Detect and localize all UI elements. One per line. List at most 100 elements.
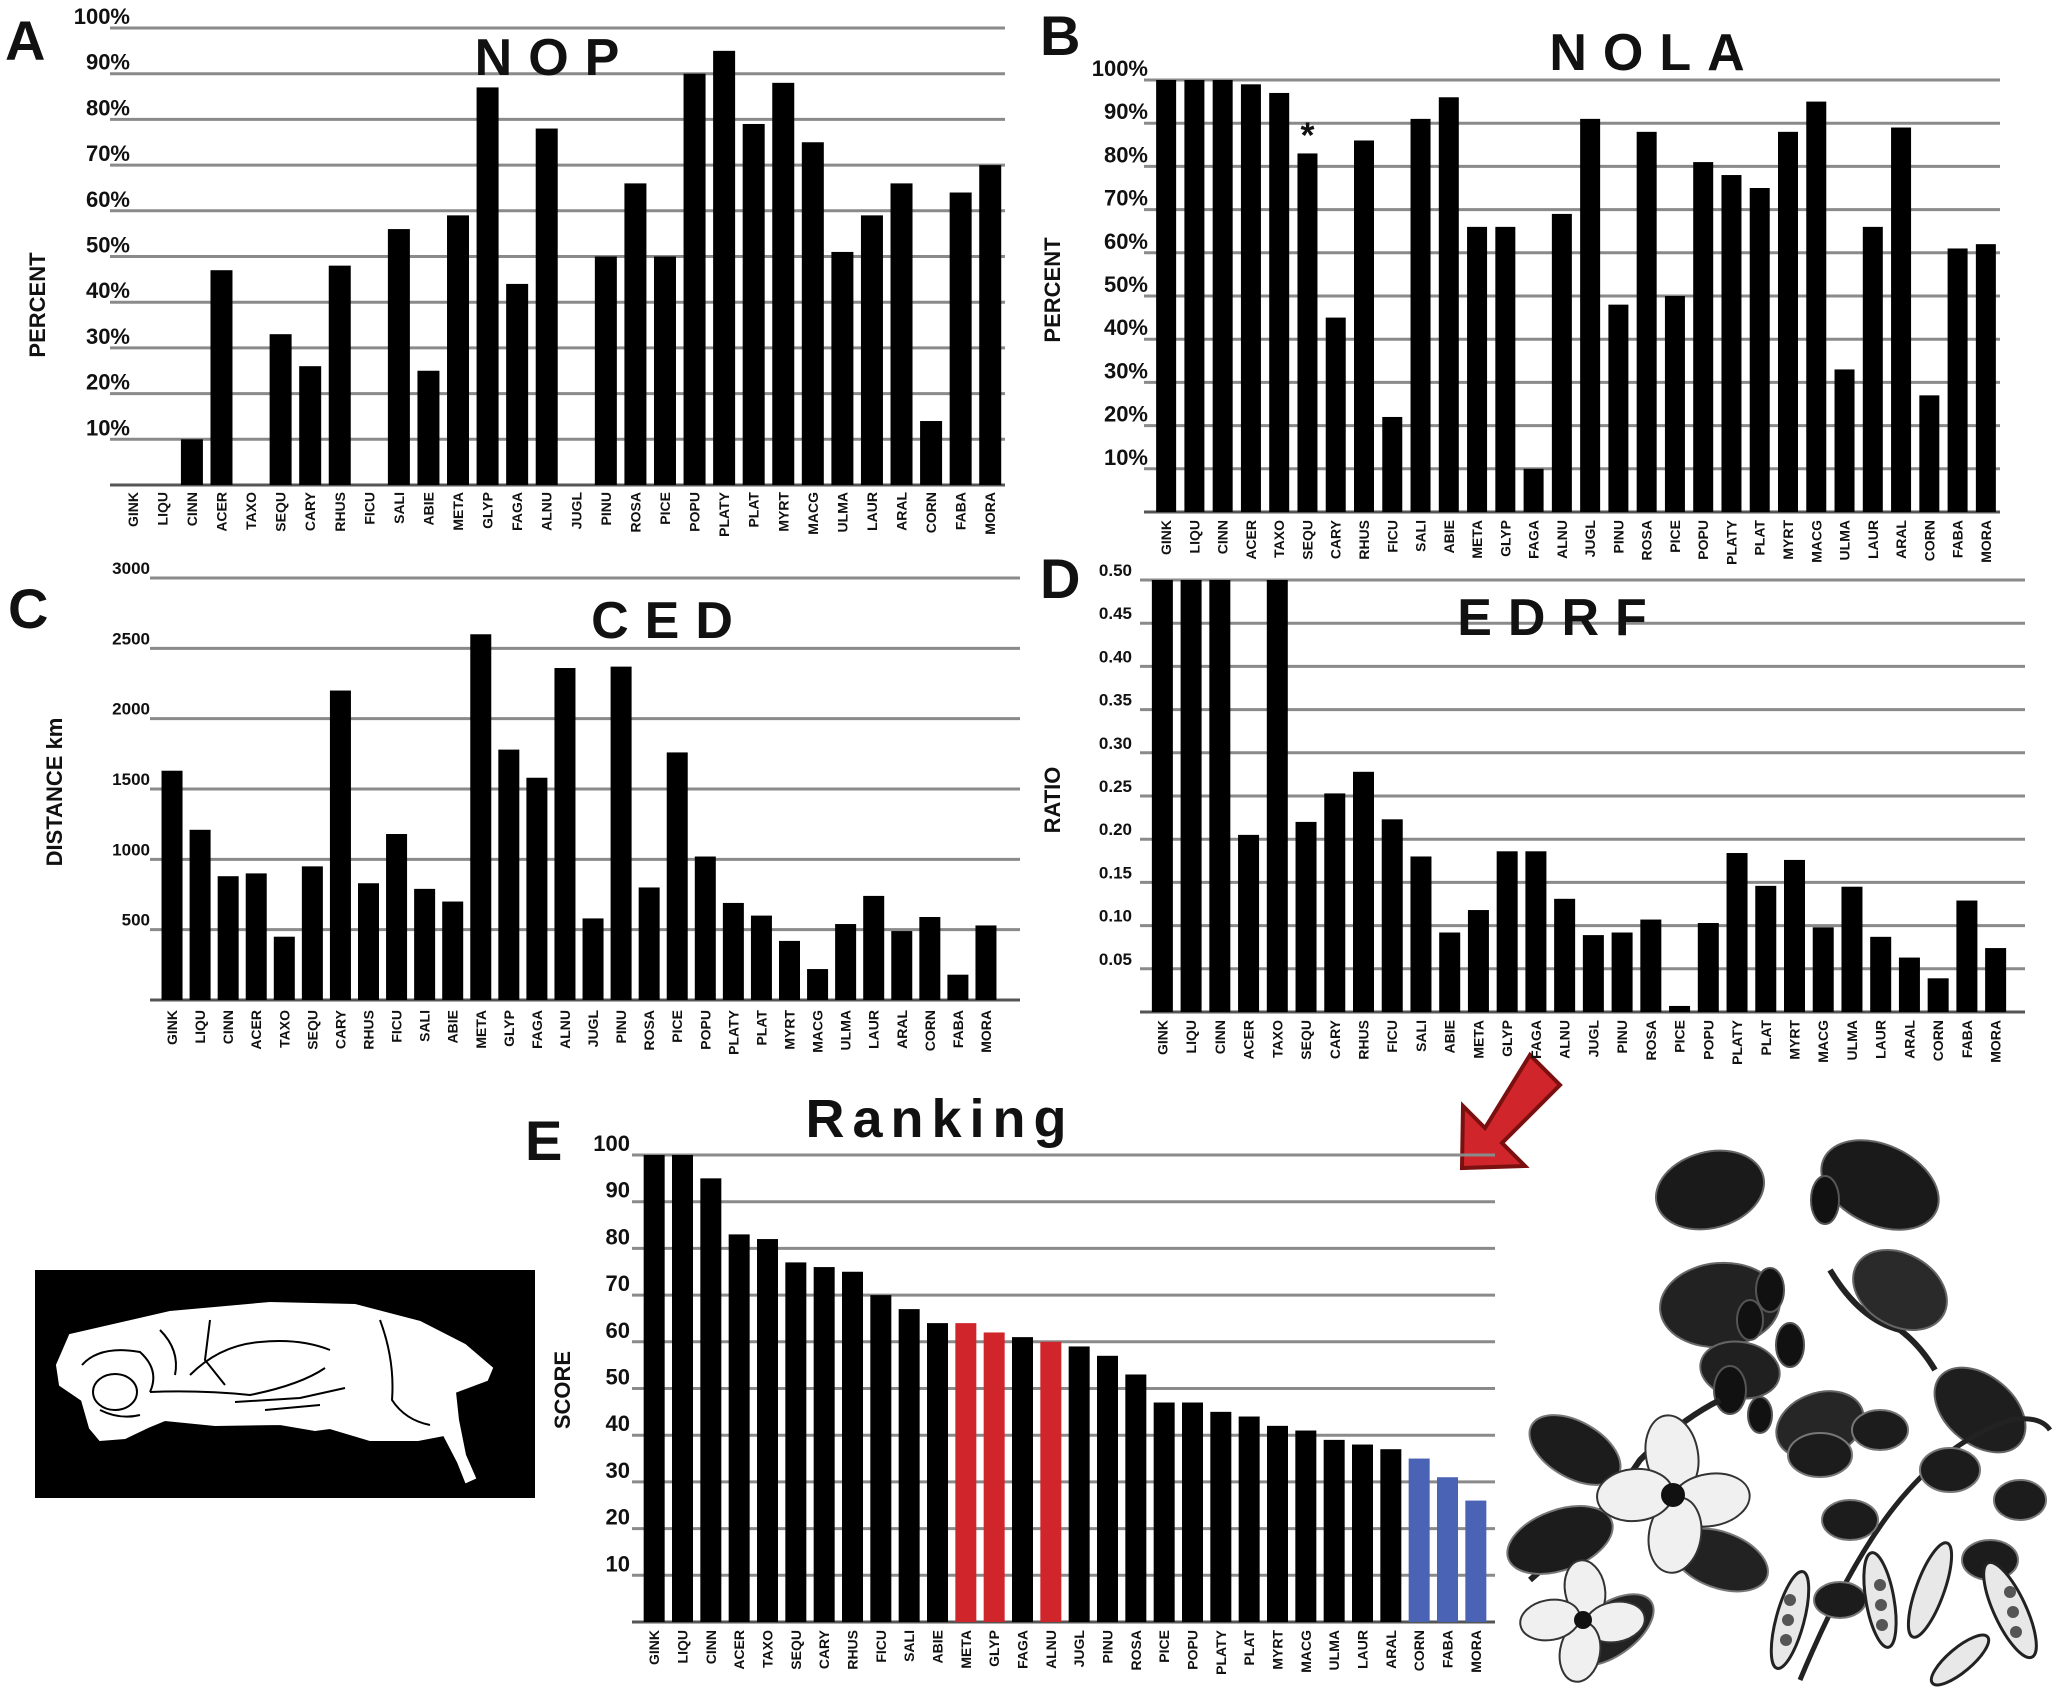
bar-pice <box>1669 1005 1691 1012</box>
x-tick-label: POPU <box>1185 1630 1201 1670</box>
bar-alnu <box>535 128 558 486</box>
x-tick-label: LAUR <box>866 1010 882 1049</box>
bar-faga <box>1525 851 1547 1012</box>
bar-rosa <box>1640 919 1662 1012</box>
x-tick-label: GLYP <box>986 1630 1002 1667</box>
bar-pinu <box>1097 1355 1118 1622</box>
bar-cinn <box>1212 80 1233 512</box>
x-tick-label: PLAT <box>1241 1630 1257 1666</box>
y-tick-label: 70 <box>606 1271 630 1296</box>
bar-acer <box>1240 84 1261 512</box>
x-tick-label: PINU <box>1610 520 1626 553</box>
bar-rhus <box>358 883 379 1000</box>
x-tick-label: ARAL <box>1383 1630 1399 1669</box>
y-tick-label: 100 <box>593 1131 630 1156</box>
bar-platy <box>1210 1411 1232 1622</box>
x-tick-label: GINK <box>1158 520 1174 555</box>
bar-cinn <box>700 1178 722 1622</box>
x-tick-label: ARAL <box>894 492 910 531</box>
x-tick-label: META <box>1470 1020 1486 1059</box>
bar-alnu <box>1551 213 1572 513</box>
bar-laur <box>1862 226 1883 512</box>
x-tick-label: FAGA <box>509 492 525 531</box>
bar-faga <box>526 777 548 1000</box>
bar-plat <box>742 123 765 485</box>
bar-faba <box>947 974 969 1000</box>
x-tick-label: LAUR <box>1865 520 1881 559</box>
x-tick-label: CORN <box>1921 520 1937 561</box>
chart-panel-a: A 10% 20% 30% 40% 50% 60% 70% 80% 90% 100% GINK LIQU… <box>5 4 1005 537</box>
x-tick-label: CORN <box>1930 1020 1946 1061</box>
x-tick-label: PICE <box>1667 520 1683 553</box>
y-tick-label: 20% <box>1104 402 1148 427</box>
x-tick-label: META <box>473 1010 489 1049</box>
bar-cinn <box>1209 580 1231 1012</box>
x-tick-label: PINU <box>1614 1020 1630 1053</box>
x-tick-label: RHUS <box>845 1630 861 1670</box>
bar-pice <box>666 752 688 1000</box>
bar-aral <box>1891 127 1912 513</box>
skull-illustration <box>35 1270 535 1498</box>
x-tick-label: ROSA <box>627 492 643 532</box>
x-tick-label: ROSA <box>641 1010 657 1050</box>
x-tick-label: FABA <box>1440 1630 1456 1668</box>
x-tick-label: MYRT <box>1780 520 1796 560</box>
x-tick-label: FICU <box>361 492 377 525</box>
bar-jugl <box>1068 1346 1090 1622</box>
bar-corn <box>920 421 943 485</box>
bar-faba <box>1947 248 1968 513</box>
bar-meta <box>955 1323 977 1622</box>
y-tick-label: 0.50 <box>1099 561 1132 580</box>
annotation-asterisk: * <box>1300 114 1314 155</box>
y-tick-label: 10% <box>86 415 130 440</box>
chart-title: NOP <box>475 29 636 87</box>
x-tick-label: CORN <box>922 1010 938 1051</box>
bar-pice <box>653 256 676 485</box>
x-tick-label: ALNU <box>1043 1630 1059 1669</box>
x-tick-label: LIQU <box>154 492 170 525</box>
y-axis-label: RATIO <box>1040 767 1065 834</box>
x-tick-label: FICU <box>1384 1020 1400 1053</box>
bar-laur <box>863 895 885 1000</box>
x-tick-label: ULMA <box>1326 1630 1342 1670</box>
y-tick-label: 0.20 <box>1099 820 1132 839</box>
x-tick-label: PINU <box>1100 1630 1116 1663</box>
x-tick-label: SALI <box>417 1010 433 1042</box>
x-tick-label: META <box>958 1630 974 1669</box>
x-tick-label: MACG <box>1298 1630 1314 1673</box>
x-tick-label: POPU <box>1700 1020 1716 1060</box>
bar-ulma <box>831 251 854 485</box>
y-tick-label: 50 <box>606 1365 630 1390</box>
bar-meta <box>1467 910 1489 1012</box>
x-tick-label: MACG <box>1808 520 1824 563</box>
y-tick-label: 20 <box>606 1505 630 1530</box>
y-tick-label: 90% <box>1104 99 1148 124</box>
y-tick-label: 50% <box>86 233 130 258</box>
bar-sali <box>898 1309 920 1622</box>
x-tick-label: CARY <box>332 1009 348 1049</box>
bar-meta <box>447 215 470 485</box>
panel-letter: C <box>8 577 48 640</box>
x-tick-label: LAUR <box>1355 1630 1371 1669</box>
bar-sali <box>387 229 410 485</box>
x-tick-label: RHUS <box>1356 520 1372 560</box>
x-tick-label: ACER <box>213 492 229 532</box>
bar-popu <box>1693 162 1714 512</box>
chart-title: CED <box>591 592 749 650</box>
bar-macg <box>1812 927 1834 1012</box>
mulberry-illustration <box>1654 1139 2027 1460</box>
x-tick-label: PLATY <box>1213 1629 1229 1675</box>
bar-glyp <box>498 749 520 1000</box>
bar-glyp <box>1496 851 1518 1012</box>
x-tick-label: FABA <box>1950 520 1966 558</box>
x-tick-label: ULMA <box>1837 520 1853 560</box>
y-tick-label: 0.35 <box>1099 691 1132 710</box>
bar-corn <box>1408 1458 1430 1622</box>
y-tick-label: 20% <box>86 370 130 395</box>
bar-corn <box>919 917 941 1000</box>
x-tick-label: JUGL <box>1582 520 1598 558</box>
x-tick-label: MORA <box>1988 1020 2004 1063</box>
x-tick-label: PLATY <box>1729 1019 1745 1065</box>
x-tick-label: FABA <box>950 1010 966 1048</box>
x-tick-label: CARY <box>1328 519 1344 559</box>
